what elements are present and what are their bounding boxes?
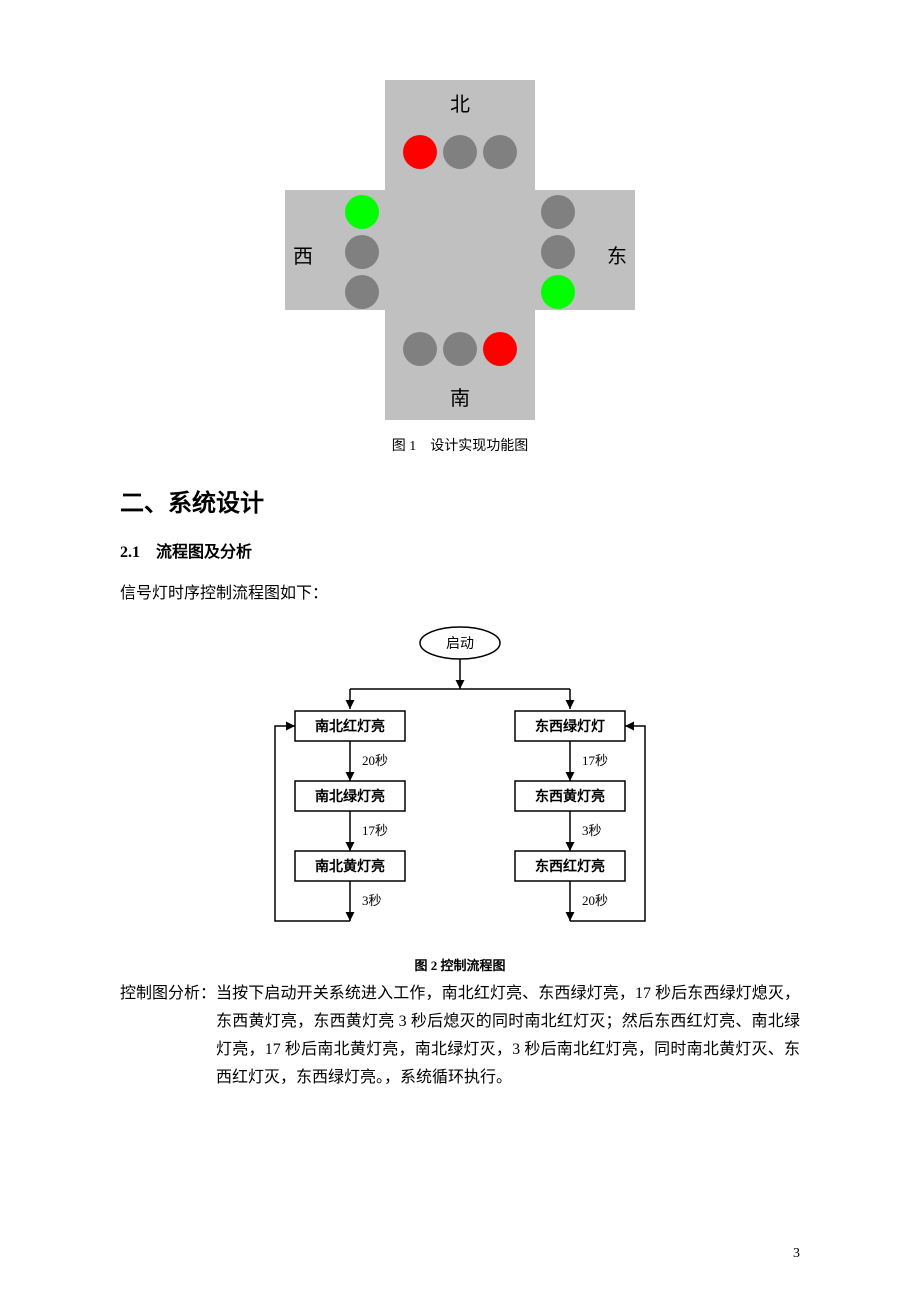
- traffic-light: [541, 275, 575, 309]
- traffic-light: [443, 135, 477, 169]
- svg-text:3秒: 3秒: [362, 893, 382, 908]
- flowchart: 启动南北红灯亮20秒南北绿灯亮17秒南北黄灯亮3秒东西绿灯灯17秒东西黄灯亮3秒…: [230, 621, 690, 951]
- figure2-caption: 图 2 控制流程图: [120, 955, 800, 974]
- svg-text:启动: 启动: [446, 636, 474, 652]
- road-horizontal: [285, 190, 635, 310]
- label-east: 东: [607, 240, 627, 269]
- traffic-light: [483, 332, 517, 366]
- analysis-block: 控制图分析： 当按下启动开关系统进入工作，南北红灯亮、东西绿灯亮，17 秒后东西…: [120, 980, 800, 1092]
- svg-text:南北黄灯亮: 南北黄灯亮: [315, 858, 385, 875]
- svg-text:东西绿灯灯: 东西绿灯灯: [535, 718, 605, 735]
- analysis-label: 控制图分析：: [120, 980, 216, 1092]
- section2-1-heading: 2.1 流程图及分析: [120, 538, 800, 562]
- svg-text:17秒: 17秒: [582, 753, 608, 768]
- traffic-light: [541, 235, 575, 269]
- svg-text:东西红灯亮: 东西红灯亮: [535, 858, 605, 875]
- section2-heading: 二、系统设计: [120, 483, 800, 518]
- traffic-light: [345, 195, 379, 229]
- analysis-body: 当按下启动开关系统进入工作，南北红灯亮、东西绿灯亮，17 秒后东西绿灯熄灭，东西…: [216, 980, 800, 1092]
- figure1-caption: 图 1 设计实现功能图: [120, 435, 800, 455]
- traffic-light: [345, 235, 379, 269]
- traffic-light: [443, 332, 477, 366]
- label-west: 西: [293, 240, 313, 269]
- svg-text:17秒: 17秒: [362, 823, 388, 838]
- flowchart-svg: 启动南北红灯亮20秒南北绿灯亮17秒南北黄灯亮3秒东西绿灯灯17秒东西黄灯亮3秒…: [230, 621, 690, 951]
- flow-intro-text: 信号灯时序控制流程图如下：: [120, 580, 800, 609]
- label-north: 北: [450, 88, 470, 117]
- label-south: 南: [450, 382, 470, 411]
- svg-text:南北红灯亮: 南北红灯亮: [315, 718, 385, 735]
- page-number: 3: [793, 1246, 800, 1262]
- traffic-light: [345, 275, 379, 309]
- traffic-light: [541, 195, 575, 229]
- intersection-diagram: 北 南 西 东: [285, 80, 635, 420]
- svg-text:3秒: 3秒: [582, 823, 602, 838]
- traffic-light: [403, 135, 437, 169]
- svg-text:东西黄灯亮: 东西黄灯亮: [535, 788, 605, 805]
- svg-text:20秒: 20秒: [582, 893, 608, 908]
- traffic-light: [403, 332, 437, 366]
- svg-text:20秒: 20秒: [362, 753, 388, 768]
- traffic-light: [483, 135, 517, 169]
- svg-text:南北绿灯亮: 南北绿灯亮: [315, 788, 385, 805]
